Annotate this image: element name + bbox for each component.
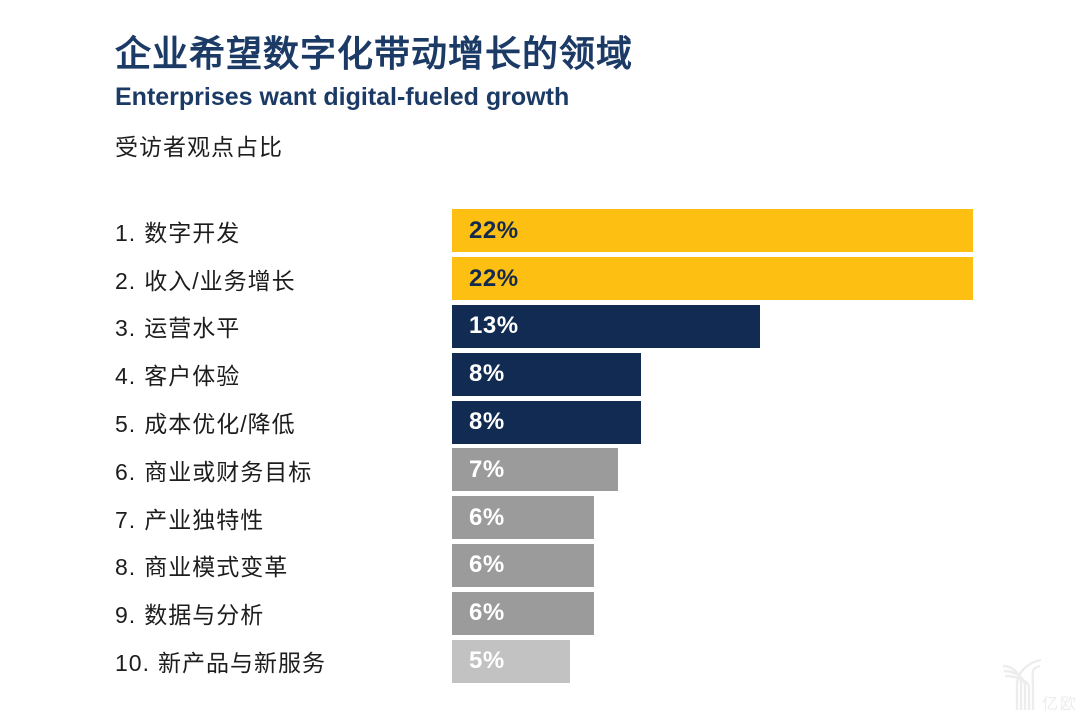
category-text: 收入/业务增长 xyxy=(144,267,296,294)
bar-value-label: 6% xyxy=(469,503,505,531)
chart-row: 1. 数字开发 22% xyxy=(115,207,1035,255)
chart-row: 5. 成本优化/降低 8% xyxy=(115,398,1035,446)
category-label: 10. 新产品与新服务 xyxy=(115,644,452,678)
category-label: 1. 数字开发 xyxy=(115,214,452,248)
category-number: 3. xyxy=(115,315,137,342)
bar-value-label: 8% xyxy=(469,408,505,436)
category-number: 8. xyxy=(115,554,137,581)
chart-title-zh: 企业希望数字化带动增长的领域 xyxy=(115,33,634,74)
category-label: 8. 商业模式变革 xyxy=(115,548,452,582)
bar: 22% xyxy=(452,209,973,253)
category-label: 6. 商业或财务目标 xyxy=(115,453,452,487)
category-label: 5. 成本优化/降低 xyxy=(115,405,452,439)
bar: 7% xyxy=(452,448,618,492)
category-text: 数据与分析 xyxy=(144,602,265,629)
bar: 22% xyxy=(452,257,973,301)
chart-row: 9. 数据与分析 6% xyxy=(115,589,1035,637)
category-label: 3. 运营水平 xyxy=(115,309,452,343)
category-text: 商业模式变革 xyxy=(144,554,289,581)
category-text: 产业独特性 xyxy=(144,506,265,533)
category-number: 4. xyxy=(115,363,137,390)
bar-value-label: 6% xyxy=(469,551,505,579)
category-text: 运营水平 xyxy=(144,315,241,342)
category-number: 2. xyxy=(115,267,137,294)
category-text: 商业或财务目标 xyxy=(144,458,313,485)
category-text: 数字开发 xyxy=(144,219,241,246)
bar-value-label: 22% xyxy=(469,216,519,244)
chart-value-note: 受访者观点占比 xyxy=(115,134,283,160)
category-number: 7. xyxy=(115,506,137,533)
watermark-text: 亿欧 xyxy=(1042,696,1079,713)
bar-value-label: 13% xyxy=(469,312,519,340)
category-label: 4. 客户体验 xyxy=(115,357,452,391)
category-number: 9. xyxy=(115,602,137,629)
watermark: 亿欧 xyxy=(1002,658,1077,714)
bar: 6% xyxy=(452,543,595,587)
bar-value-label: 5% xyxy=(469,647,505,675)
chart-row: 3. 运营水平 13% xyxy=(115,303,1035,351)
category-label: 2. 收入/业务增长 xyxy=(115,262,452,296)
chart-row: 6. 商业或财务目标 7% xyxy=(115,446,1035,494)
chart-row: 2. 收入/业务增长 22% xyxy=(115,255,1035,303)
chart-rows: 1. 数字开发 22% 2. 收入/业务增长 22% 3. 运营水平 13% 4. 客户体验 8% 5.… xyxy=(115,207,1035,685)
category-text: 成本优化/降低 xyxy=(144,411,296,438)
category-number: 6. xyxy=(115,458,137,485)
category-text: 客户体验 xyxy=(144,363,241,390)
bar-value-label: 22% xyxy=(469,264,519,292)
chart-row: 7. 产业独特性 6% xyxy=(115,494,1035,542)
bar: 6% xyxy=(452,591,595,635)
bar-value-label: 7% xyxy=(469,455,505,483)
bar-value-label: 8% xyxy=(469,360,505,388)
category-text: 新产品与新服务 xyxy=(157,650,326,677)
category-number: 5. xyxy=(115,411,137,438)
bar-value-label: 6% xyxy=(469,599,505,627)
yiou-logo-icon xyxy=(1002,658,1042,710)
chart-row: 4. 客户体验 8% xyxy=(115,350,1035,398)
chart-row: 8. 商业模式变革 6% xyxy=(115,542,1035,590)
category-number: 1. xyxy=(115,219,137,246)
bar: 8% xyxy=(452,352,642,396)
chart-row: 10. 新产品与新服务 5% xyxy=(115,637,1035,685)
bar: 6% xyxy=(452,496,595,540)
chart-title-en: Enterprises want digital-fueled growth xyxy=(115,83,570,111)
bar: 8% xyxy=(452,400,642,444)
category-label: 9. 数据与分析 xyxy=(115,596,452,630)
category-label: 7. 产业独特性 xyxy=(115,501,452,535)
bar: 13% xyxy=(452,304,760,348)
bar: 5% xyxy=(452,639,571,683)
category-number: 10. xyxy=(115,650,150,677)
